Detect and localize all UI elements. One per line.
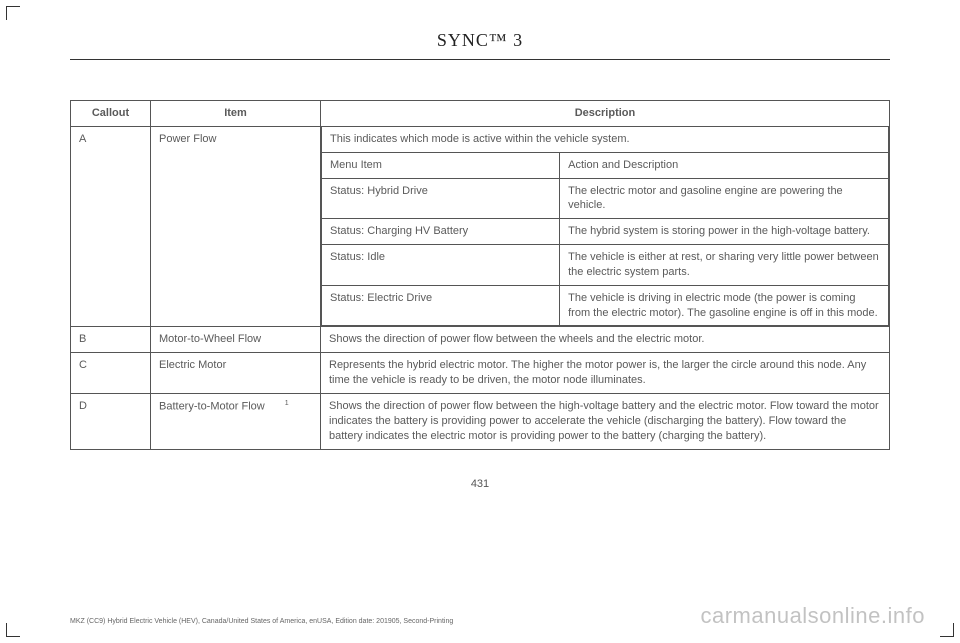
cell-item: Power Flow <box>151 126 321 327</box>
crop-mark <box>6 623 20 637</box>
header-item: Item <box>151 101 321 127</box>
sub-right: The vehicle is driving in electric mode … <box>560 285 889 326</box>
table-row: B Motor-to-Wheel Flow Shows the directio… <box>71 327 890 353</box>
page-number: 431 <box>70 478 890 490</box>
cell-item: Electric Motor <box>151 353 321 394</box>
sub-left: Status: Charging HV Battery <box>322 219 560 245</box>
item-text: Battery-to-Motor Flow <box>159 401 265 413</box>
cell-item: Motor-to-Wheel Flow <box>151 327 321 353</box>
item-footnote: 1 <box>285 400 289 407</box>
sub-right: Action and Description <box>560 152 889 178</box>
watermark: carmanualsonline.info <box>700 603 925 629</box>
title-rule <box>70 59 890 60</box>
sub-left: Status: Idle <box>322 245 560 286</box>
cell-item: Battery-to-Motor Flow 1 <box>151 393 321 449</box>
crop-mark <box>6 6 20 20</box>
table-row: C Electric Motor Represents the hybrid e… <box>71 353 890 394</box>
cell-description: Represents the hybrid electric motor. Th… <box>321 353 890 394</box>
cell-callout: D <box>71 393 151 449</box>
callout-table: Callout Item Description A Power Flow Th… <box>70 100 890 450</box>
sub-right: The hybrid system is storing power in th… <box>560 219 889 245</box>
table-row: A Power Flow This indicates which mode i… <box>71 126 890 327</box>
header-description: Description <box>321 101 890 127</box>
page-title: SYNC™ 3 <box>70 30 890 51</box>
sub-left: Status: Hybrid Drive <box>322 178 560 219</box>
header-callout: Callout <box>71 101 151 127</box>
cell-callout: B <box>71 327 151 353</box>
cell-description: This indicates which mode is active with… <box>321 126 890 327</box>
sub-right: The vehicle is either at rest, or sharin… <box>560 245 889 286</box>
crop-mark <box>940 623 954 637</box>
desc-intro: This indicates which mode is active with… <box>322 127 889 152</box>
cell-callout: C <box>71 353 151 394</box>
power-flow-subtable: This indicates which mode is active with… <box>321 127 889 327</box>
cell-description: Shows the direction of power flow betwee… <box>321 327 890 353</box>
cell-description: Shows the direction of power flow betwee… <box>321 393 890 449</box>
table-row: D Battery-to-Motor Flow 1 Shows the direc… <box>71 393 890 449</box>
sub-left: Status: Electric Drive <box>322 285 560 326</box>
sub-left: Menu Item <box>322 152 560 178</box>
footer-text: MKZ (CC9) Hybrid Electric Vehicle (HEV),… <box>70 618 453 625</box>
cell-callout: A <box>71 126 151 327</box>
sub-right: The electric motor and gasoline engine a… <box>560 178 889 219</box>
